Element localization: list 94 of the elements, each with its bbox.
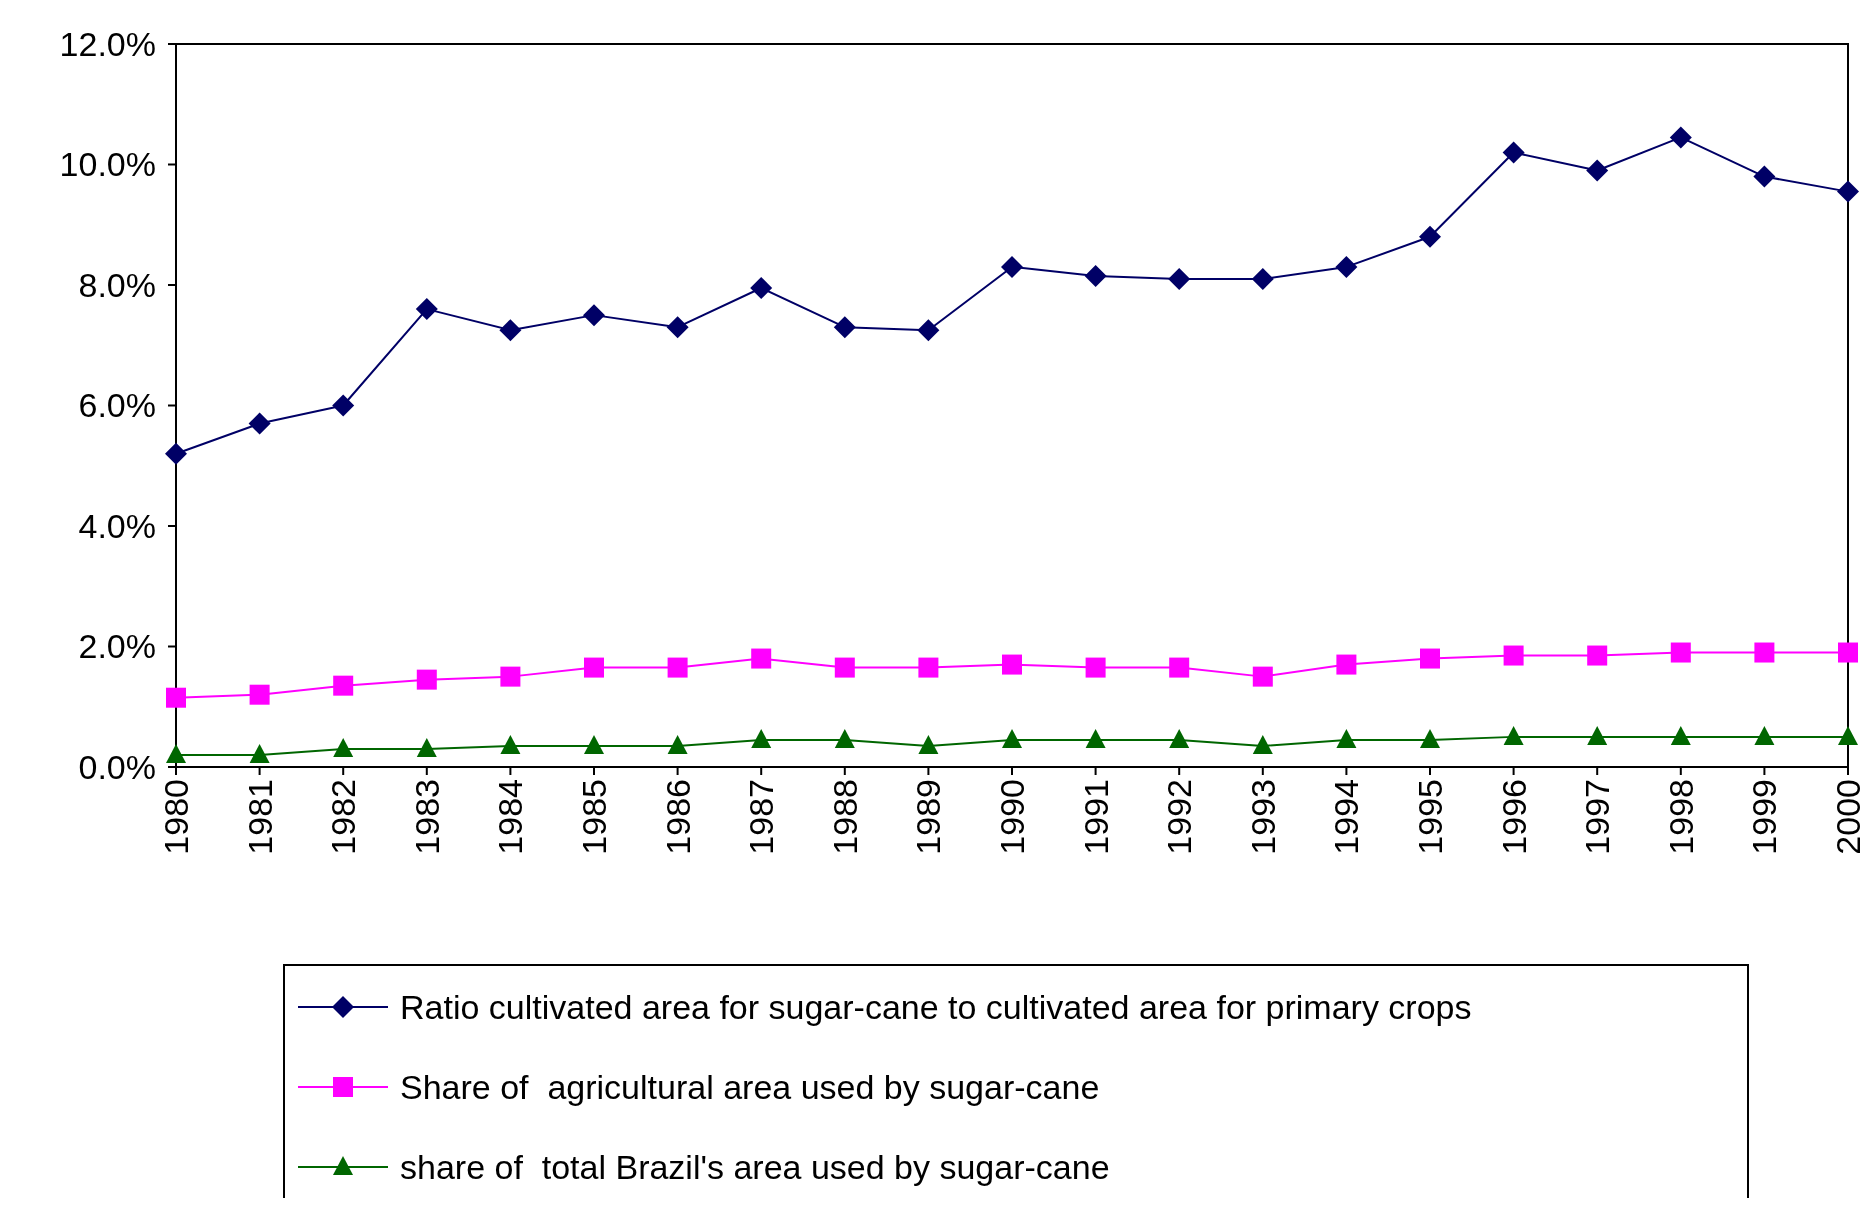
point <box>499 319 522 342</box>
point <box>1838 642 1858 663</box>
point <box>751 648 772 669</box>
x-tick-label: 1994 <box>1327 779 1366 855</box>
x-tick-label: 1993 <box>1243 779 1282 855</box>
x-tick-label: 1999 <box>1745 779 1784 855</box>
point <box>249 743 270 763</box>
point <box>1252 666 1273 687</box>
point <box>1502 141 1525 164</box>
point <box>584 734 604 754</box>
legend-label: Share of agricultural area used by sugar-cane <box>400 1067 1100 1106</box>
point <box>166 743 186 763</box>
point <box>165 442 187 465</box>
point <box>1168 267 1191 290</box>
x-tick-label: 1985 <box>574 779 613 855</box>
x-tick-label: 1990 <box>992 779 1031 855</box>
point <box>1002 654 1022 675</box>
point <box>1503 645 1524 666</box>
point <box>333 737 354 757</box>
point <box>584 657 604 678</box>
point <box>1251 267 1274 290</box>
point <box>918 657 939 678</box>
y-tick-label: 10.0% <box>59 145 156 184</box>
point <box>249 684 270 705</box>
point <box>666 316 689 339</box>
x-tick-label: 1987 <box>742 779 781 855</box>
point <box>583 304 605 327</box>
point <box>500 734 521 754</box>
point <box>1503 725 1524 745</box>
point <box>1002 728 1022 748</box>
legend-label: Ratio cultivated area for sugar-cane to cultivated area for primary crops <box>400 987 1472 1026</box>
point <box>1669 126 1692 149</box>
x-tick-label: 2000 <box>1828 779 1867 855</box>
point <box>1169 728 1190 748</box>
point <box>1587 645 1608 666</box>
x-tick-label: 1988 <box>825 779 864 855</box>
point <box>1838 725 1858 745</box>
point <box>1085 657 1106 678</box>
y-tick-label: 0.0% <box>78 747 156 786</box>
y-tick-label: 8.0% <box>78 265 156 304</box>
point <box>667 734 688 754</box>
point <box>333 675 354 696</box>
point <box>416 669 437 690</box>
point <box>1252 734 1273 754</box>
x-tick-label: 1981 <box>240 779 279 855</box>
x-tick-label: 1984 <box>491 779 530 855</box>
x-tick-label: 1998 <box>1661 779 1700 855</box>
point <box>1335 255 1358 278</box>
point <box>166 687 186 708</box>
point <box>500 666 521 687</box>
point <box>1753 165 1776 188</box>
x-tick-label: 1980 <box>156 779 195 855</box>
x-tick-label: 1995 <box>1410 779 1449 855</box>
point <box>1586 159 1609 182</box>
y-tick-label: 6.0% <box>78 386 156 425</box>
point <box>834 657 855 678</box>
point <box>918 734 939 754</box>
point <box>917 319 940 342</box>
x-tick-label: 1997 <box>1578 779 1617 855</box>
point <box>1420 728 1440 748</box>
point <box>1670 642 1691 663</box>
point <box>1169 657 1190 678</box>
x-tick-label: 1992 <box>1160 779 1199 855</box>
point <box>1754 725 1775 745</box>
point <box>750 277 773 300</box>
point <box>1085 728 1106 748</box>
point <box>1084 264 1107 287</box>
y-tick-label: 12.0% <box>59 24 156 63</box>
x-tick-label: 1986 <box>658 779 697 855</box>
point <box>1336 654 1357 675</box>
point <box>1670 725 1691 745</box>
point <box>1336 728 1357 748</box>
point <box>248 412 271 435</box>
x-tick-label: 1983 <box>407 779 446 855</box>
point <box>1419 225 1441 248</box>
point <box>667 657 688 678</box>
point <box>751 728 772 748</box>
point <box>416 737 437 757</box>
point <box>415 298 438 321</box>
point <box>332 394 355 417</box>
point <box>1587 725 1608 745</box>
point <box>834 728 855 748</box>
x-tick-label: 1996 <box>1494 779 1533 855</box>
y-tick-label: 4.0% <box>78 506 156 545</box>
x-tick-label: 1989 <box>909 779 948 855</box>
point <box>1754 642 1775 663</box>
y-tick-label: 2.0% <box>78 627 156 666</box>
point <box>1420 648 1440 669</box>
legend-label: share of total Brazil's area used by sugar-cane <box>400 1147 1110 1186</box>
x-tick-label: 1991 <box>1076 779 1115 855</box>
point <box>833 316 856 339</box>
point <box>1001 255 1023 278</box>
x-tick-label: 1982 <box>324 779 363 855</box>
point <box>1837 180 1859 203</box>
